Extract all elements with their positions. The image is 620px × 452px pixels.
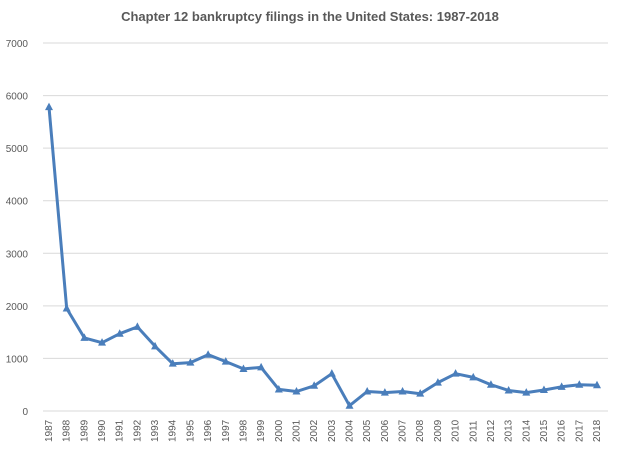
data-point-2003	[327, 369, 336, 377]
data-point-1988	[62, 303, 71, 312]
data-point-2005	[363, 387, 372, 395]
x-tick-label: 1998	[238, 419, 249, 442]
y-tick-label: 3000	[6, 249, 29, 260]
chart-title: Chapter 12 bankruptcy filings in the Uni…	[121, 9, 499, 24]
data-point-1995	[186, 358, 195, 366]
data-point-1993	[151, 341, 160, 350]
x-tick-label: 2010	[451, 419, 462, 442]
x-tick-label: 1987	[44, 419, 55, 442]
x-tick-label: 2007	[398, 419, 409, 442]
data-point-1996	[204, 350, 213, 358]
y-tick-label: 4000	[6, 197, 29, 208]
x-tick-label: 2003	[327, 419, 338, 442]
x-tick-label: 1993	[150, 419, 161, 442]
x-tick-label: 2004	[345, 419, 356, 442]
y-tick-label: 1000	[6, 354, 29, 365]
data-point-1999	[257, 362, 266, 371]
x-tick-label: 1988	[62, 419, 73, 442]
data-point-2002	[310, 381, 319, 389]
data-point-2007	[398, 387, 407, 395]
x-tick-label: 1996	[203, 419, 214, 442]
data-point-1991	[115, 329, 124, 337]
data-point-2017	[575, 380, 584, 388]
x-tick-label: 1989	[79, 419, 90, 442]
x-tick-label: 2012	[486, 419, 497, 442]
x-tick-label: 2011	[468, 420, 479, 442]
data-point-2000	[274, 384, 283, 393]
data-point-1992	[133, 322, 142, 330]
x-tick-label: 1995	[185, 419, 196, 442]
data-point-1994	[168, 359, 177, 367]
data-point-1989	[80, 333, 89, 341]
x-tick-label: 2000	[274, 419, 285, 442]
y-tick-label: 7000	[6, 39, 29, 50]
x-tick-label: 2005	[362, 419, 373, 442]
x-axis: 1987 1988 1989 1990 1991 1992 1993 1994 1995 1996…	[44, 419, 603, 442]
x-tick-label: 2006	[380, 419, 391, 442]
data-point-2009	[433, 378, 442, 386]
data-point-2008	[416, 389, 425, 397]
x-tick-label: 1990	[97, 419, 108, 442]
data-point-2010	[451, 369, 460, 377]
data-point-1987	[45, 102, 53, 111]
x-tick-label: 1992	[132, 419, 143, 442]
y-tick-label: 6000	[6, 92, 29, 103]
x-tick-label: 1991	[115, 419, 126, 442]
data-point-2011	[469, 372, 478, 381]
x-tick-label: 1994	[168, 419, 179, 442]
data-point-2012	[486, 380, 495, 388]
data-point-1998	[239, 364, 248, 372]
x-tick-label: 2015	[539, 419, 550, 442]
y-axis: 0 1000 2000 3000 4000 5000 6000 7000	[6, 39, 29, 418]
x-tick-label: 1997	[221, 419, 232, 442]
y-tick-label: 0	[22, 407, 28, 418]
data-point-2015	[539, 385, 548, 393]
y-tick-label: 5000	[6, 144, 29, 155]
x-tick-label: 1999	[256, 419, 267, 442]
x-tick-label: 2017	[574, 419, 585, 442]
gridlines	[43, 42, 608, 412]
x-tick-label: 2009	[433, 419, 444, 442]
data-point-2016	[557, 382, 566, 390]
x-tick-label: 2016	[557, 419, 568, 442]
series-line	[47, 105, 599, 408]
data-point-2001	[292, 387, 301, 395]
x-tick-label: 2014	[521, 419, 532, 442]
data-point-1997	[221, 357, 230, 365]
y-tick-label: 2000	[6, 302, 29, 313]
x-tick-label: 2013	[504, 419, 515, 442]
data-point-2004	[345, 401, 354, 409]
data-point-2006	[380, 388, 389, 396]
x-tick-label: 2002	[309, 419, 320, 442]
x-tick-label: 2018	[592, 419, 603, 442]
data-point-2013	[504, 385, 513, 394]
x-tick-label: 2008	[415, 419, 426, 442]
x-tick-label: 2001	[291, 419, 302, 442]
data-point-2014	[522, 388, 531, 396]
series-layer	[45, 102, 601, 409]
data-point-1990	[98, 338, 107, 346]
data-point-2018	[593, 380, 601, 389]
